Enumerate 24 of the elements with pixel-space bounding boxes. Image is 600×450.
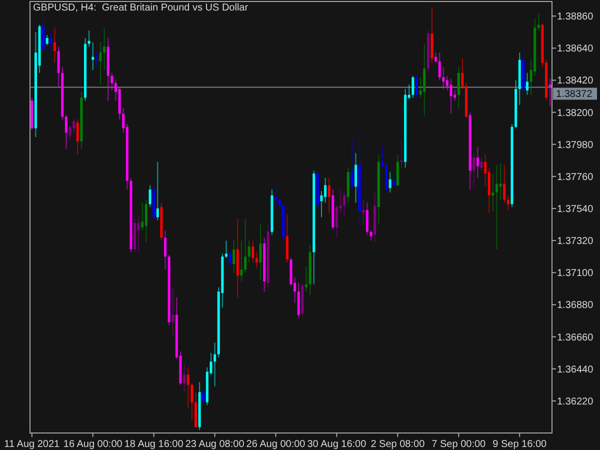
x-tick-label: 18 Aug 16:00: [124, 439, 184, 450]
y-tick-label: 1.37540: [557, 204, 594, 216]
x-tick-label: 30 Aug 16:00: [307, 439, 367, 450]
y-tick-label: 1.36220: [557, 396, 594, 408]
x-tick-label: 23 Aug 08:00: [185, 439, 245, 450]
x-tick-label: 11 Aug 2021: [4, 439, 60, 450]
y-tick-label: 1.37760: [557, 172, 594, 183]
y-tick-label: 1.38640: [557, 44, 594, 55]
x-tick-label: 7 Sep 00:00: [432, 439, 486, 450]
x-tick-label: 9 Sep 16:00: [492, 439, 548, 450]
y-tick-label: 1.36440: [557, 364, 594, 376]
x-tick-label: 2 Sep 08:00: [370, 439, 426, 450]
y-tick-label: 1.36660: [557, 332, 594, 344]
y-tick-label: 1.37320: [557, 236, 594, 248]
chart-title: GBPUSD, H4: Great Britain Pound vs US Dollar: [33, 2, 249, 14]
y-tick-label: 1.36880: [557, 300, 594, 312]
ref-line-label: 1.38372: [556, 89, 593, 100]
y-tick-label: 1.37100: [557, 268, 594, 280]
y-tick-label: 1.38420: [557, 76, 594, 87]
x-tick-label: 26 Aug 00:00: [246, 439, 306, 450]
x-tick-label: 16 Aug 00:00: [63, 439, 123, 450]
y-tick-label: 1.38860: [557, 12, 594, 23]
y-tick-label: 1.37980: [557, 140, 594, 151]
y-tick-label: 1.38200: [557, 108, 594, 119]
